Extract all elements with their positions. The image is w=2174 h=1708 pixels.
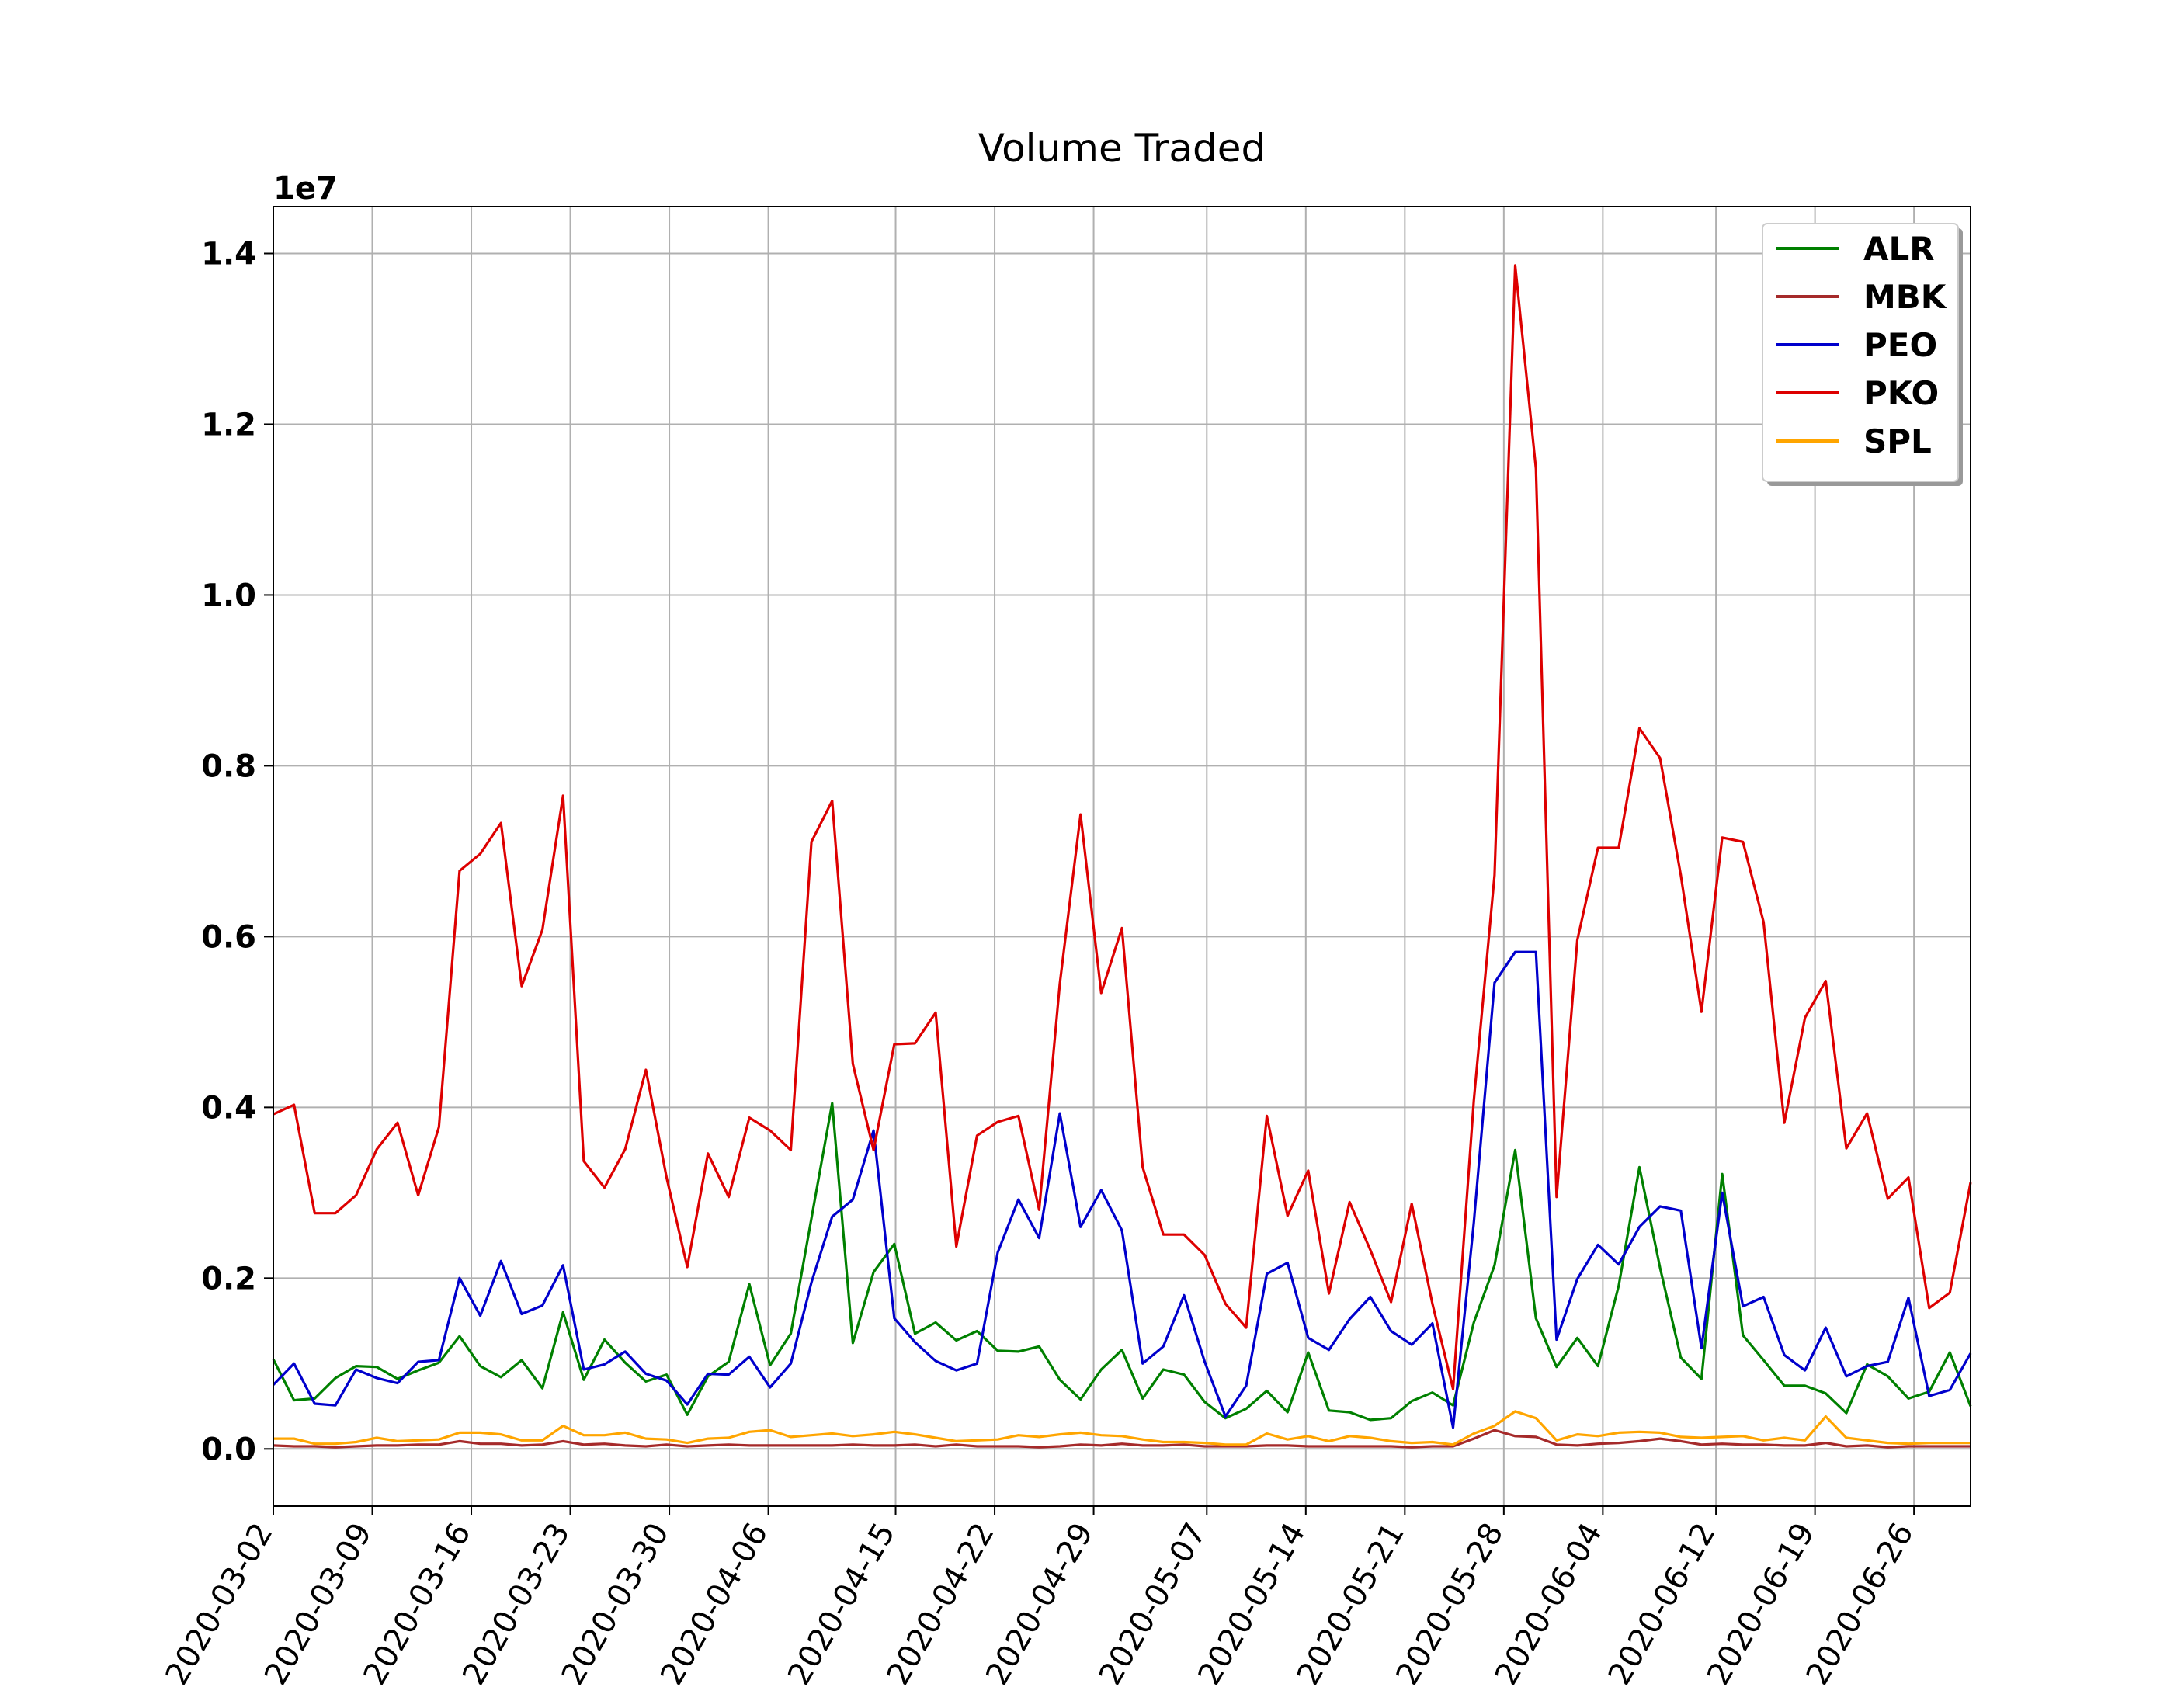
x-tick-label: 2020-06-26 (1800, 1517, 1921, 1691)
y-tick-label: 0.0 (201, 1432, 256, 1467)
series-line-mbk (273, 1429, 1971, 1449)
y-tick-label: 1.4 (201, 236, 256, 272)
series-line-peo (272, 950, 1972, 1429)
plot-frame (273, 206, 1971, 1507)
x-axis: 2020-03-022020-03-092020-03-162020-03-23… (159, 1506, 1921, 1691)
series-line-pko (273, 264, 1972, 1390)
y-tick-label: 1.2 (201, 407, 256, 443)
y-tick-label: 0.6 (201, 919, 256, 955)
y-axis-offset-label: 1e7 (273, 171, 338, 207)
series-line-spl (273, 1410, 1971, 1446)
legend-label-pko: PKO (1863, 374, 1939, 412)
series-lines (272, 264, 1972, 1449)
y-tick-label: 1.0 (201, 578, 256, 613)
series-line-alr (272, 1102, 1972, 1422)
grid (273, 207, 1971, 1506)
legend-label-alr: ALR (1863, 230, 1935, 268)
legend-label-peo: PEO (1863, 326, 1937, 364)
y-tick-label: 0.4 (201, 1090, 256, 1126)
legend-box (1762, 223, 1959, 482)
legend-label-spl: SPL (1863, 422, 1932, 460)
x-tick-label: 2020-06-04 (1488, 1517, 1610, 1691)
legend: ALR MBK PEO PKO SPL (1762, 223, 1963, 486)
y-tick-label: 0.8 (201, 748, 256, 784)
y-axis: 0.0 0.2 0.4 0.6 0.8 1.0 1.2 1.4 (201, 236, 273, 1467)
x-tick-label: 2020-04-06 (654, 1517, 775, 1691)
legend-label-mbk: MBK (1863, 278, 1947, 316)
chart-title: Volume Traded (978, 126, 1266, 171)
y-tick-label: 0.2 (201, 1261, 256, 1297)
x-tick-label: 2020-04-29 (979, 1517, 1100, 1691)
